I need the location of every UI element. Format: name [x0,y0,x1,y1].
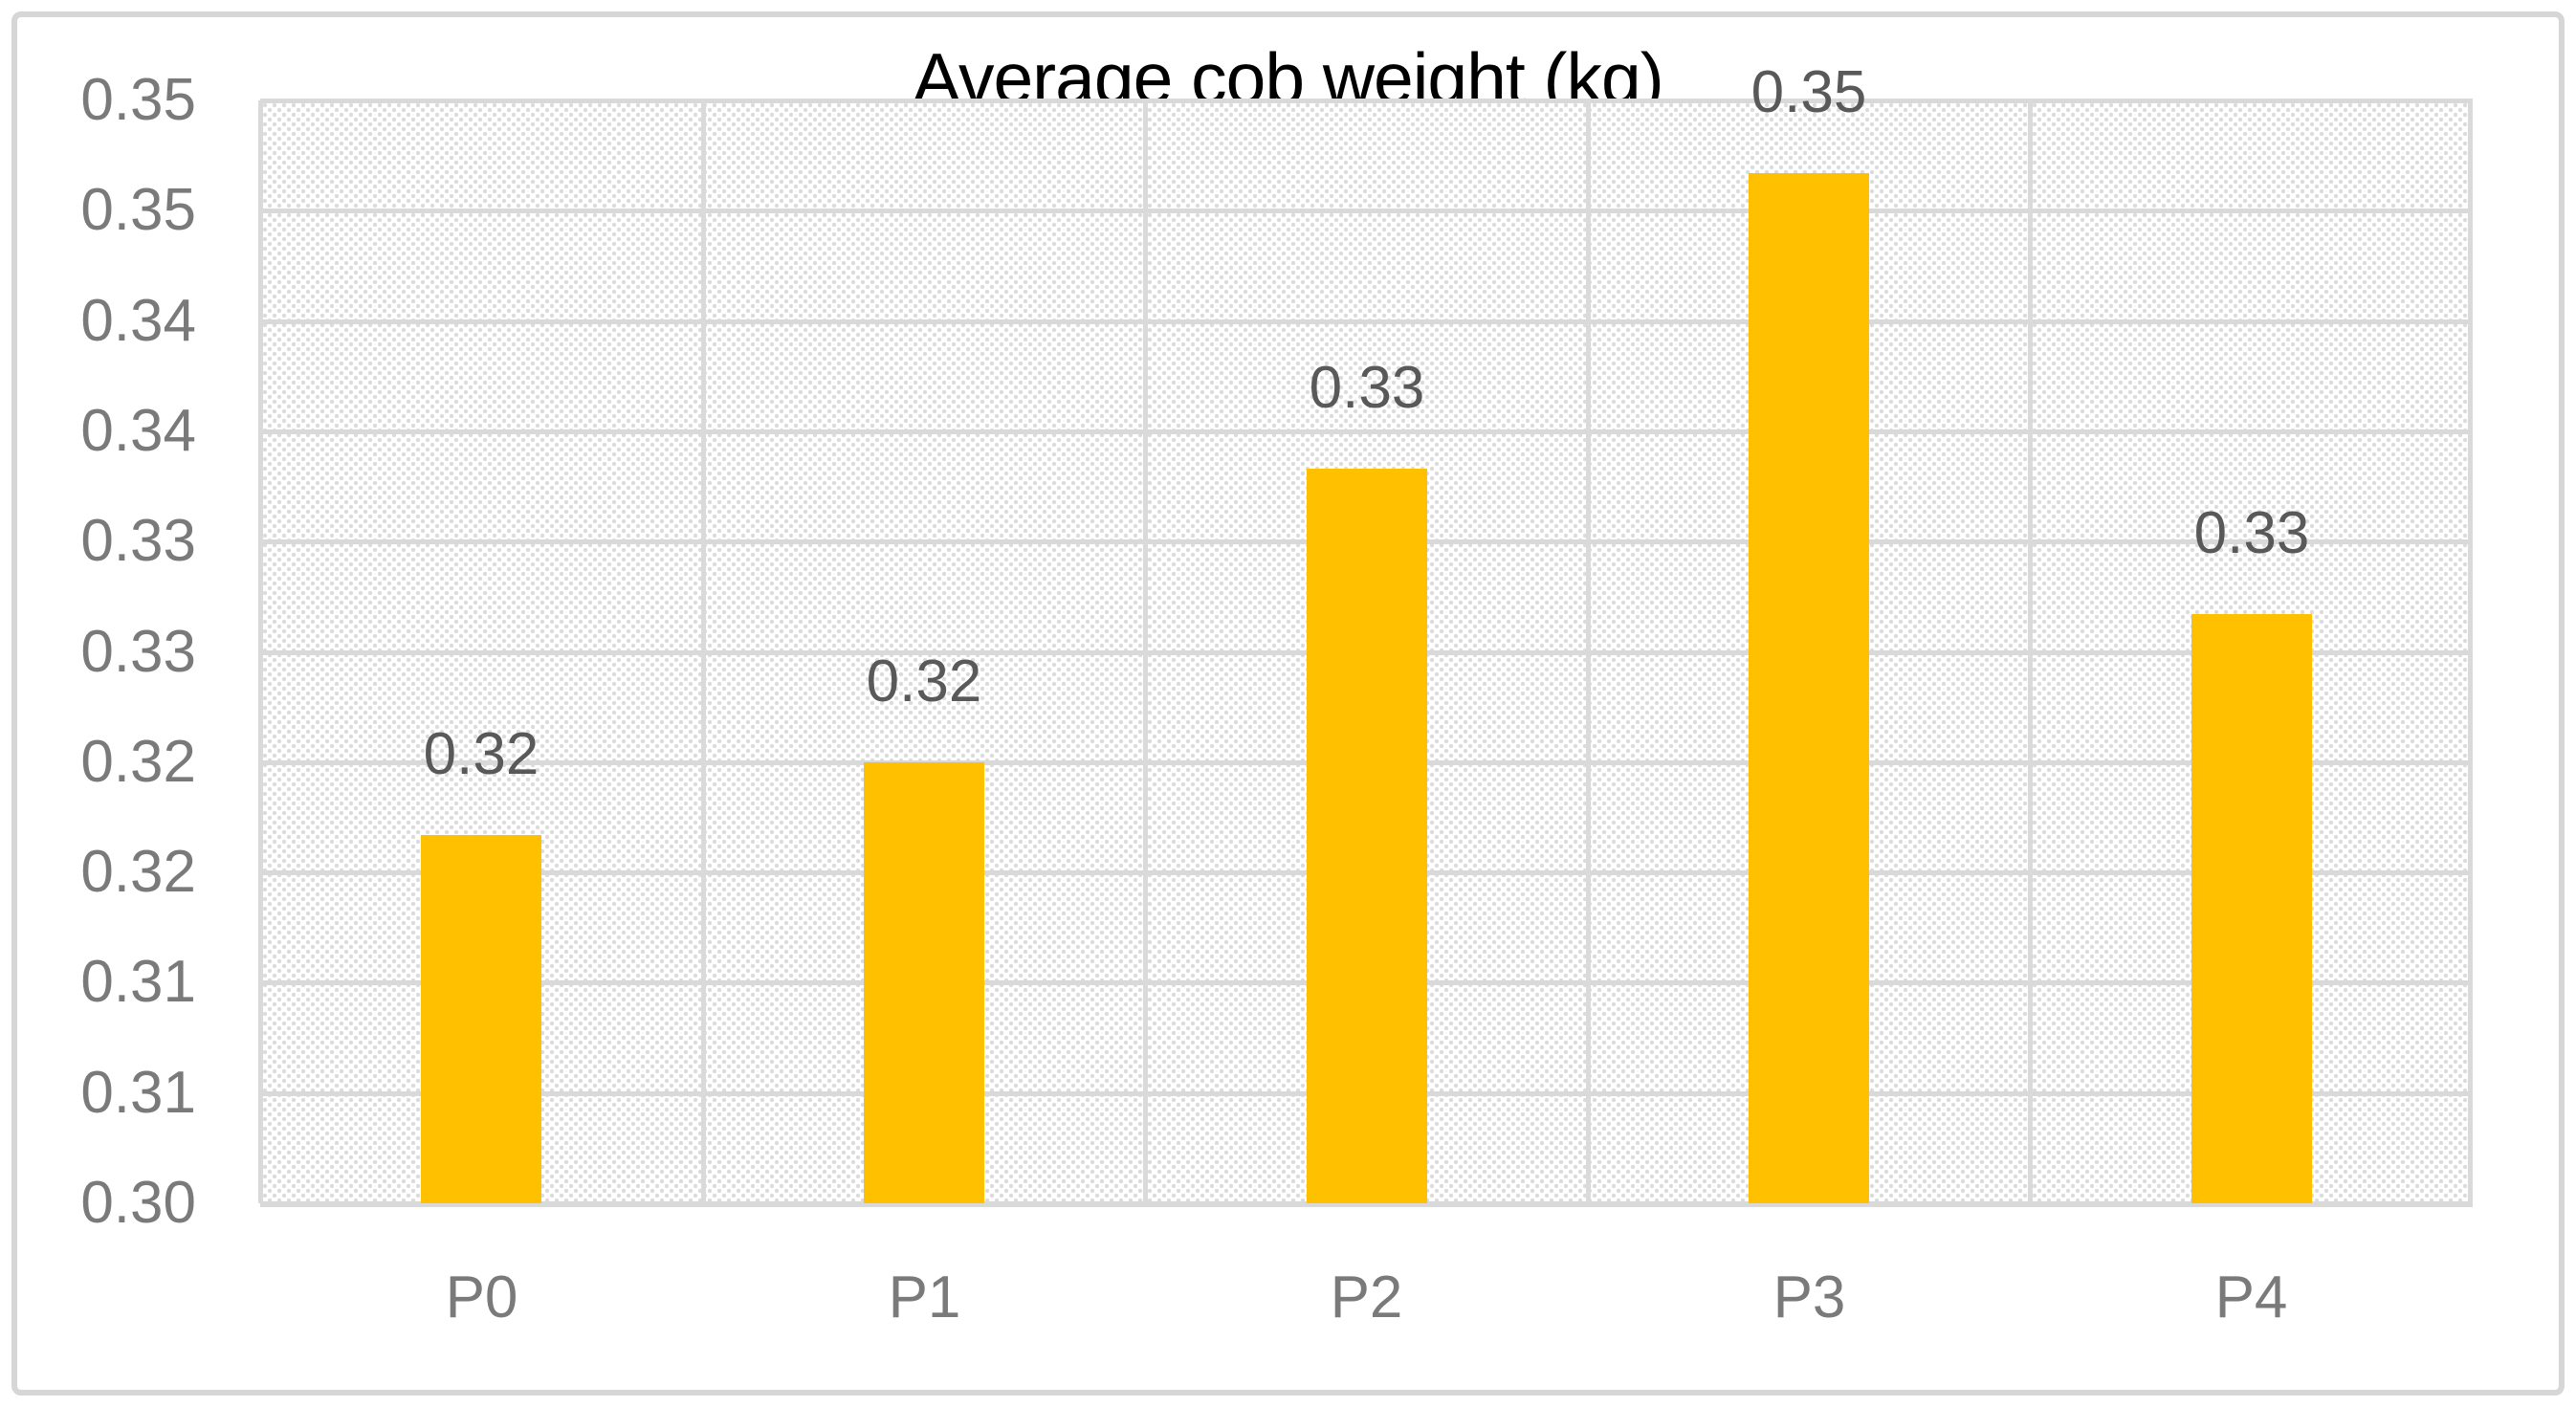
y-tick-label: 0.31 [80,949,196,1015]
x-tick-label: P1 [888,1264,961,1330]
x-tick-label: P4 [2214,1264,2288,1330]
h-gridline [260,99,2473,103]
bar [864,762,984,1203]
v-gridline [2028,100,2033,1203]
bar [1749,173,1869,1203]
bar [1307,469,1427,1203]
v-gridline [1586,100,1591,1203]
y-tick-label: 0.32 [80,839,196,905]
v-gridline [2468,100,2473,1203]
bar-data-label: 0.33 [1309,355,1425,421]
h-gridline [260,1201,2473,1207]
x-tick-label: P0 [445,1264,518,1330]
bar [2191,614,2312,1203]
y-tick-label: 0.31 [80,1060,196,1126]
h-gridline [260,429,2473,434]
x-tick-label: P2 [1330,1264,1403,1330]
y-tick-label: 0.30 [80,1170,196,1236]
bar [421,835,541,1203]
bar-data-label: 0.35 [1750,59,1867,125]
v-gridline [701,100,706,1203]
bar-data-label: 0.32 [866,649,982,714]
bar-data-label: 0.33 [2193,500,2310,566]
y-tick-label: 0.33 [80,619,196,685]
v-gridline [258,100,263,1203]
y-tick-label: 0.34 [80,288,196,354]
h-gridline [260,209,2473,213]
y-tick-label: 0.33 [80,508,196,574]
v-gridline [1143,100,1148,1203]
y-tick-label: 0.32 [80,729,196,795]
h-gridline [260,319,2473,324]
plot-area: 0.32 0.32 0.33 0.35 0.33 [258,62,2473,1207]
y-tick-label: 0.35 [80,177,196,243]
bar-data-label: 0.32 [423,721,539,787]
x-tick-label: P3 [1772,1264,1846,1330]
y-tick-label: 0.35 [80,67,196,133]
y-tick-label: 0.34 [80,398,196,464]
